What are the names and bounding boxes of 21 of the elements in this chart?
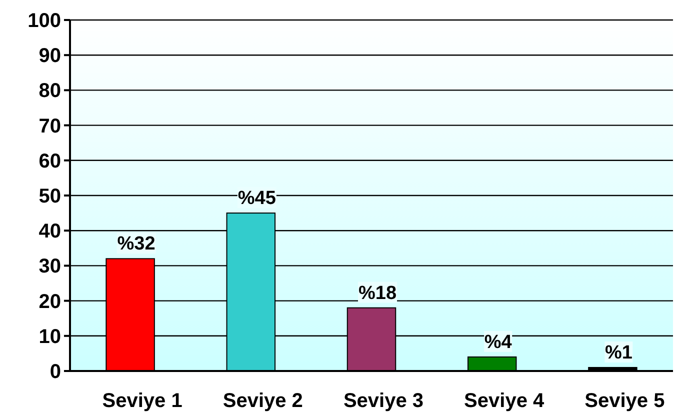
x-tick-label: Seviye 5: [584, 390, 665, 412]
x-tick-label: Seviye 4: [464, 390, 546, 412]
y-tick-label: 80: [38, 80, 61, 102]
y-tick-label: 60: [38, 150, 61, 172]
data-label: %1: [604, 342, 633, 364]
x-tick-label: Seviye 2: [222, 390, 303, 412]
y-tick-label: 10: [38, 326, 61, 348]
data-label: %4: [484, 332, 512, 353]
y-tick-label: 30: [38, 256, 61, 278]
y-tick-label: 100: [28, 10, 61, 32]
x-tick-label: Seviye 3: [343, 390, 424, 412]
y-tick-label: 0: [50, 361, 61, 383]
y-tick-label: 40: [38, 220, 61, 243]
y-tick-label: 20: [38, 290, 61, 313]
y-tick-label: 90: [38, 45, 61, 68]
data-label: %45: [238, 188, 276, 210]
y-tick-label: 50: [38, 186, 61, 208]
data-label: %32: [117, 234, 156, 255]
data-label: %18: [358, 282, 397, 304]
x-tick-label: Seviye 1: [102, 390, 182, 412]
y-tick-label: 70: [38, 115, 61, 138]
